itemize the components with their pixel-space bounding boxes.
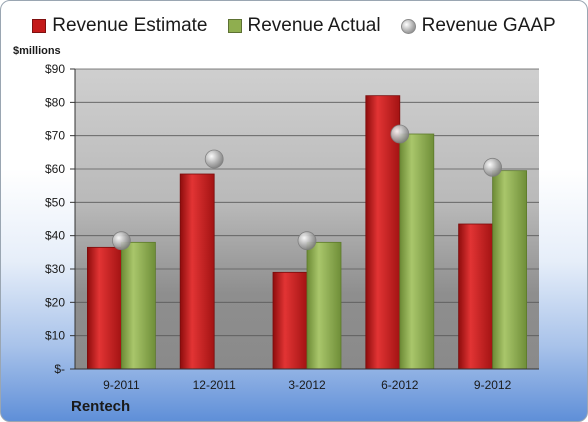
bar-revenue-estimate <box>179 173 215 370</box>
bar-revenue-actual <box>399 133 435 370</box>
legend-swatch-actual <box>227 19 242 33</box>
legend-label-gaap: Revenue GAAP <box>421 15 556 36</box>
x-tick-label: 9-2011 <box>103 378 140 392</box>
bar-revenue-actual <box>306 241 342 370</box>
legend-item-estimate: Revenue Estimate <box>32 15 208 37</box>
bars <box>87 95 528 370</box>
x-axis-ticks: 9-2011 12-2011 3-2012 6-2012 9-2012 <box>75 368 539 392</box>
x-tick-label: 12-2011 <box>193 378 236 392</box>
legend-swatch-estimate <box>32 19 47 33</box>
gaap-markers <box>112 124 503 251</box>
y-tick-label: $80 <box>45 95 65 109</box>
company-name: Rentech <box>71 398 131 415</box>
y-tick-label: $70 <box>45 129 65 143</box>
legend-item-actual: Revenue Actual <box>227 15 381 37</box>
y-tick-label: $40 <box>45 229 65 243</box>
y-axis-unit-label: $millions <box>13 45 61 57</box>
x-tick-label: 3-2012 <box>288 378 326 392</box>
y-tick-label: $50 <box>45 195 65 209</box>
bar-revenue-estimate <box>87 246 122 370</box>
legend: Revenue Estimate Revenue Actual Revenue … <box>1 15 587 37</box>
legend-swatch-gaap <box>400 18 416 34</box>
y-tick-label: $60 <box>45 162 65 176</box>
y-tick-label: $30 <box>45 262 65 276</box>
bar-revenue-estimate <box>272 271 308 370</box>
marker-revenue-gaap <box>483 157 503 177</box>
bar-revenue-actual <box>121 241 156 370</box>
x-tick-label: 6-2012 <box>381 378 419 392</box>
marker-revenue-gaap <box>204 149 224 169</box>
x-tick-label: 9-2012 <box>474 378 512 392</box>
marker-revenue-gaap <box>390 124 410 144</box>
y-tick-label: $10 <box>45 329 65 343</box>
bar-revenue-actual <box>492 170 528 370</box>
y-tick-label: $90 <box>45 62 65 76</box>
marker-revenue-gaap <box>297 231 317 251</box>
legend-label-estimate: Revenue Estimate <box>52 15 208 36</box>
legend-item-gaap: Revenue GAAP <box>400 15 556 37</box>
y-tick-label: $20 <box>45 295 65 309</box>
y-tick-label: $- <box>54 362 65 376</box>
y-axis-ticks: $- $10 $20 $30 $40 $50 $60 $70 $80 $90 <box>45 62 76 376</box>
bar-revenue-estimate <box>458 223 494 370</box>
marker-revenue-gaap <box>112 231 131 251</box>
legend-label-actual: Revenue Actual <box>247 15 381 36</box>
